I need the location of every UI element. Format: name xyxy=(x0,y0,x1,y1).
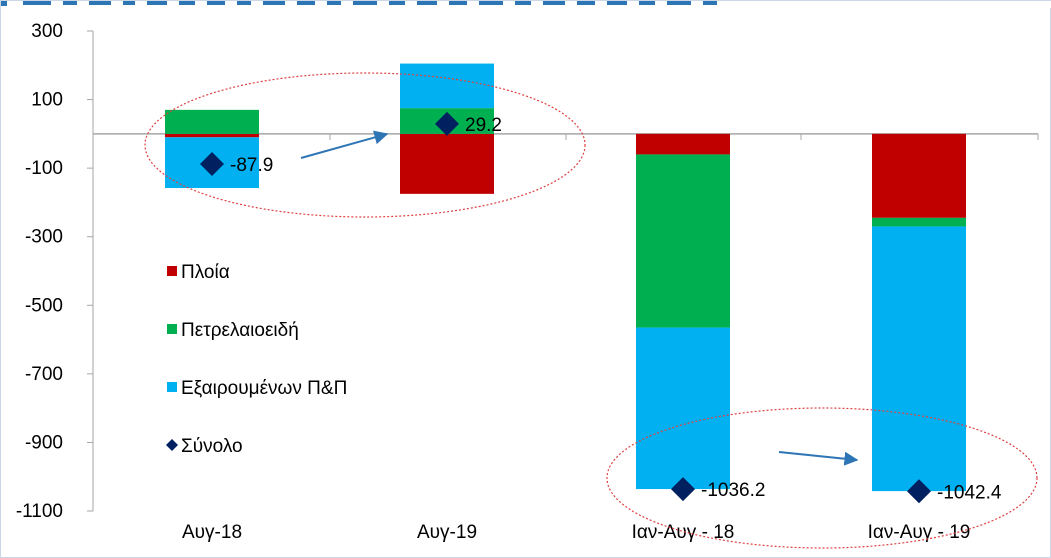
total-diamond xyxy=(671,477,695,502)
total-markers: -87.9 29.2 -1036.2 -1042.4 xyxy=(200,111,1002,504)
bar-segment xyxy=(636,154,730,328)
y-tick-label: 300 xyxy=(31,21,63,42)
bar-segment xyxy=(165,109,259,134)
y-tick-label: -500 xyxy=(25,295,63,316)
y-tick-label: -1100 xyxy=(16,501,63,522)
y-tick-label: -300 xyxy=(25,227,63,248)
x-tick-label: Αυγ-19 xyxy=(417,522,477,543)
total-data-label: -1036.2 xyxy=(701,480,765,501)
y-tick-label: -100 xyxy=(25,158,63,179)
bar-segment xyxy=(872,217,966,227)
total-diamond xyxy=(907,479,931,504)
cropped-top-strip xyxy=(1,1,1051,8)
x-tick-label: Ιαν-Αυγ - 19 xyxy=(868,522,971,543)
bar-segment xyxy=(872,226,966,492)
total-data-label: 29.2 xyxy=(465,115,502,136)
bar-segment xyxy=(872,133,966,218)
legend-swatch xyxy=(167,266,177,276)
total-data-label: -1042.4 xyxy=(937,482,1002,503)
y-tick-label: -700 xyxy=(25,364,63,385)
change-arrow xyxy=(778,451,859,466)
legend: Πλοία Πετρελαιοειδή Εξαιρουμένων Π&Π Σύνολο xyxy=(166,262,347,457)
bar-segment xyxy=(636,327,730,490)
x-tick-label: Αυγ-18 xyxy=(182,522,242,543)
legend-swatch xyxy=(167,382,177,392)
legend-label: Εξαιρουμένων Π&Π xyxy=(181,378,347,399)
bar-segment xyxy=(400,133,494,194)
total-diamond xyxy=(200,151,224,176)
bar-segment xyxy=(400,63,494,109)
highlight-ellipse xyxy=(144,72,586,218)
bar-segment xyxy=(636,133,730,155)
change-arrow xyxy=(300,130,389,159)
legend-label: Πετρελαιοειδή xyxy=(181,320,299,341)
legend-label: Πλοία xyxy=(181,262,230,283)
x-axis-tick-labels: Αυγ-18 Αυγ-19 Ιαν-Αυγ - 18 Ιαν-Αυγ - 19 xyxy=(182,522,970,543)
bars xyxy=(165,63,966,492)
highlight-ellipse xyxy=(606,407,1038,549)
y-tick-label: 100 xyxy=(31,90,63,111)
legend-diamond xyxy=(166,439,178,451)
annotations xyxy=(144,72,1038,549)
legend-label: Σύνολο xyxy=(181,436,243,457)
legend-swatch xyxy=(167,324,177,334)
bar-segment xyxy=(165,133,259,138)
y-tick-label: -900 xyxy=(25,432,63,453)
y-axis-tick-labels: 300 100 -100 -300 -500 -700 -900 -1100 xyxy=(16,21,63,522)
total-data-label: -87.9 xyxy=(230,155,273,176)
total-diamond xyxy=(435,111,459,136)
